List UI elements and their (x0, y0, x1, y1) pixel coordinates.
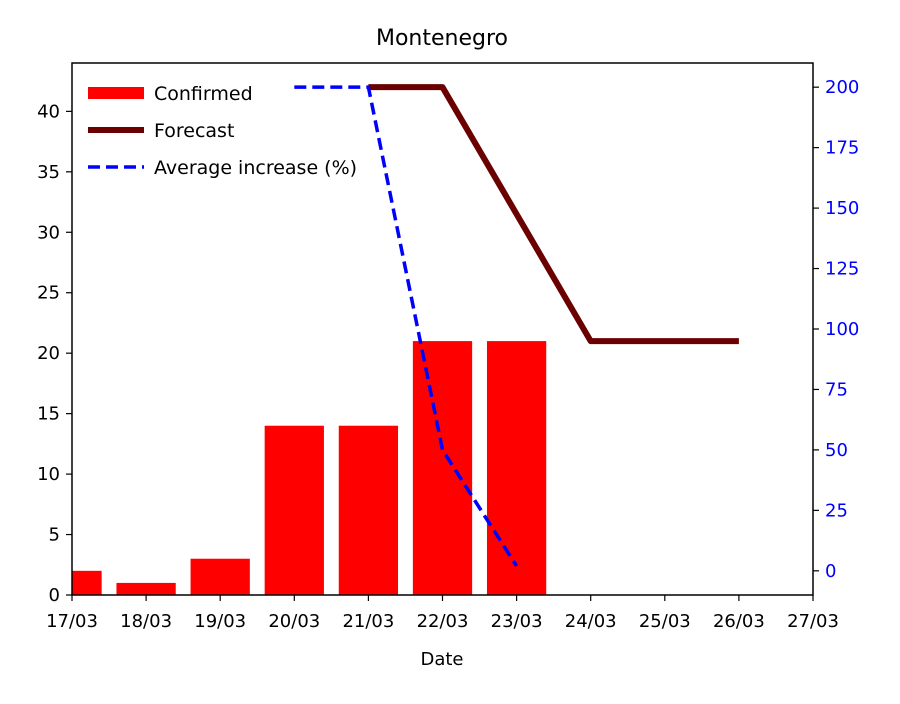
legend-swatch-bar (88, 87, 144, 99)
x-tick-label: 27/03 (787, 611, 839, 632)
x-tick-label: 26/03 (713, 611, 765, 632)
bar-confirmed-19-03 (190, 558, 250, 595)
legend-label: Average increase (%) (154, 157, 357, 179)
bar-confirmed-21-03 (338, 425, 399, 595)
y2-tick-label: 75 (825, 379, 848, 400)
x-tick-label: 23/03 (491, 611, 543, 632)
y-tick-label: 35 (37, 162, 60, 183)
x-tick-label: 25/03 (639, 611, 691, 632)
bar-confirmed-23-03 (486, 341, 547, 595)
x-tick-label: 20/03 (268, 611, 320, 632)
x-axis-label: Date (420, 649, 463, 670)
x-tick-label: 22/03 (417, 611, 469, 632)
bar-confirmed-20-03 (264, 425, 324, 595)
bar-confirmed-22-03 (412, 341, 473, 595)
y-tick-label: 30 (37, 222, 60, 243)
y2-tick-label: 50 (825, 440, 848, 461)
bars-layer (72, 341, 547, 595)
bar-confirmed-18-03 (116, 582, 176, 595)
x-tick-label: 24/03 (565, 611, 617, 632)
legend: Confirmed Forecast Average increase (%) (88, 83, 357, 179)
x-tick-label: 21/03 (342, 611, 394, 632)
line-series-2 (294, 85, 519, 567)
y2-tick-label: 150 (825, 198, 859, 219)
y2-tick-label: 25 (825, 500, 848, 521)
y-tick-label: 25 (37, 283, 60, 304)
y-tick-label: 15 (37, 404, 60, 425)
x-tick-label: 19/03 (194, 611, 246, 632)
x-tick-label: 17/03 (46, 611, 98, 632)
y-tick-label: 10 (37, 464, 60, 485)
y-tick-label: 40 (37, 101, 60, 122)
line-series-1 (368, 84, 739, 345)
x-tick-label: 18/03 (120, 611, 172, 632)
legend-label: Confirmed (154, 83, 253, 105)
bar-confirmed-17-03 (72, 570, 102, 595)
axes-layer: 17/03 18/03 19/03 20/03 21/03 22/03 23/03 24/03… (37, 62, 859, 632)
chart-title: Montenegro (376, 26, 508, 51)
y2-tick-label: 125 (825, 259, 859, 280)
y-tick-label: 0 (49, 585, 60, 606)
y2-tick-label: 200 (825, 77, 859, 98)
y2-tick-label: 0 (825, 561, 836, 582)
legend-label: Forecast (154, 120, 234, 142)
y-tick-label: 20 (37, 343, 60, 364)
y2-tick-label: 175 (825, 138, 859, 159)
y2-tick-label: 100 (825, 319, 859, 340)
lines-layer (294, 84, 739, 567)
y-tick-label: 5 (49, 525, 60, 546)
